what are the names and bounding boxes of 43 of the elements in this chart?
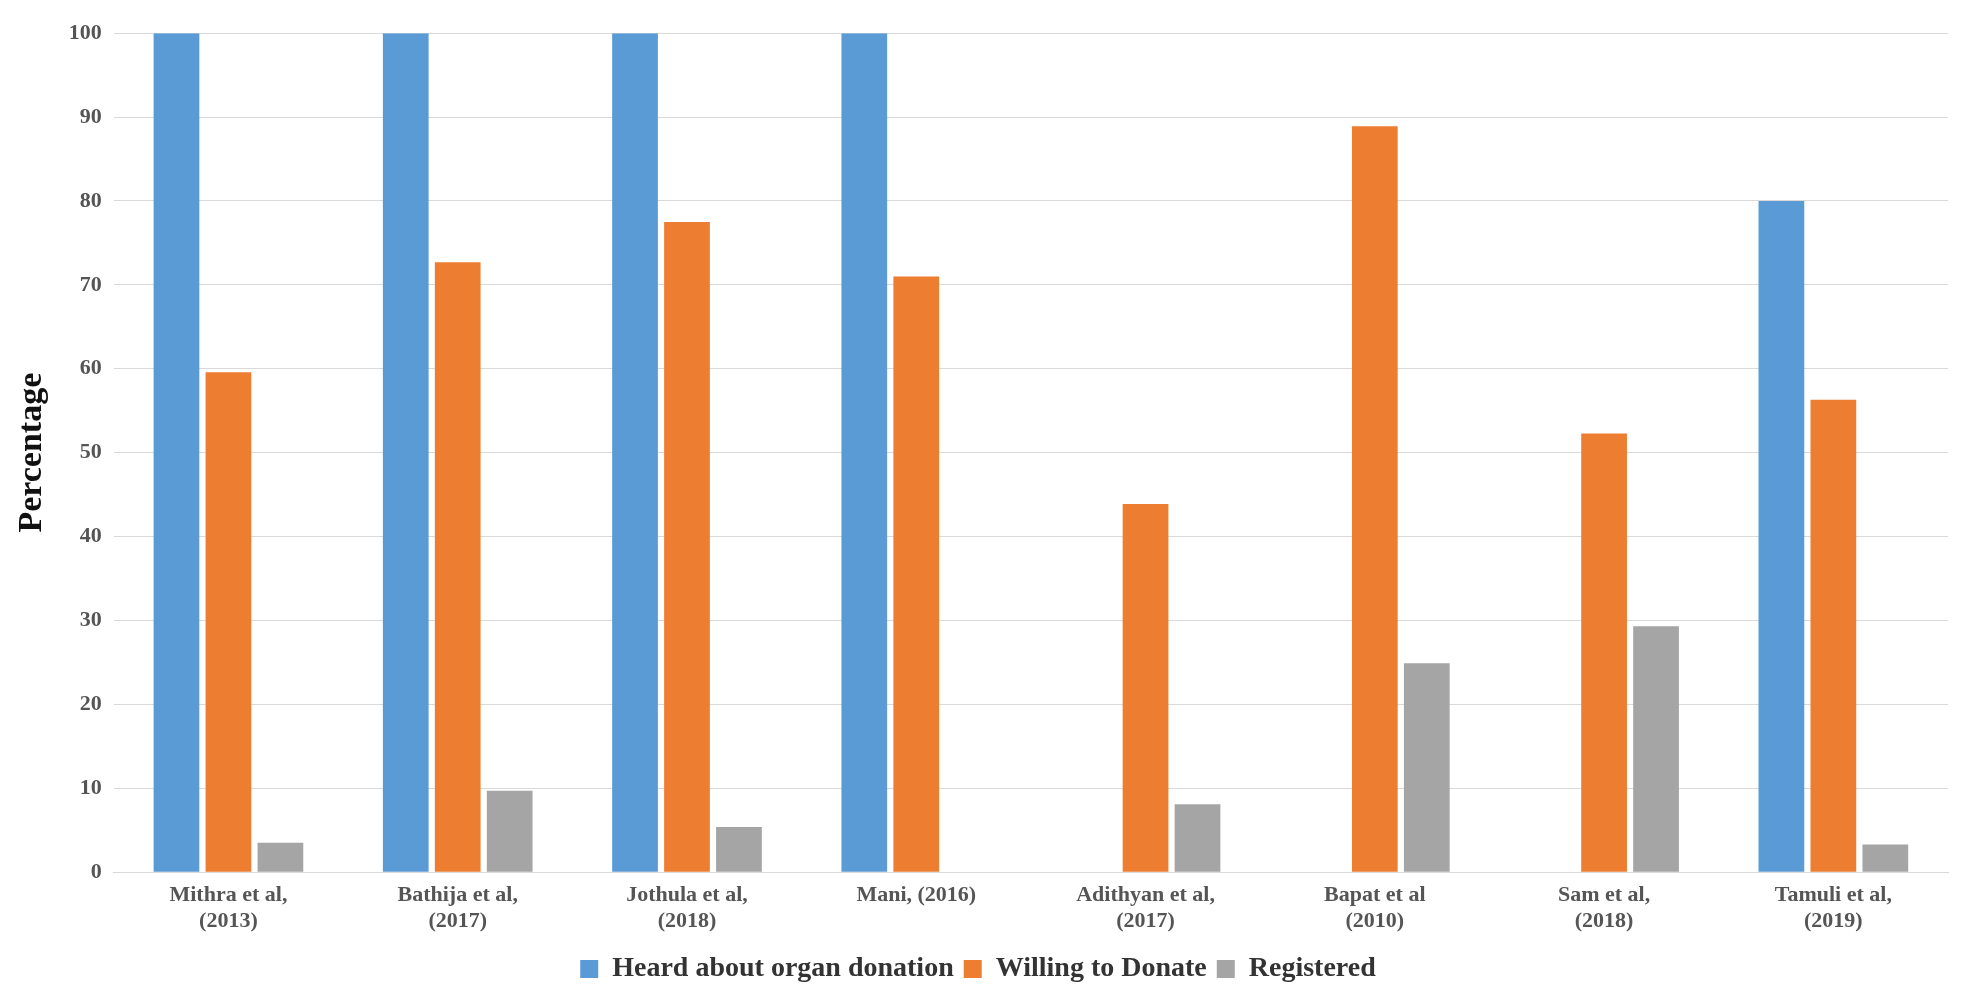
bar: [1581, 433, 1627, 872]
x-tick-label: Bathija et al, (2017): [397, 881, 518, 933]
y-tick-label: 20: [79, 690, 102, 716]
x-tick-label: Sam et al, (2018): [1557, 881, 1651, 933]
y-tick-label: 40: [79, 522, 102, 548]
bar: [486, 790, 533, 872]
bar: [1122, 503, 1169, 872]
y-tick-label: 50: [79, 438, 102, 464]
y-tick-label: 60: [79, 354, 102, 380]
bar: [1351, 126, 1398, 872]
x-tick-label: Mithra et al, (2013): [169, 881, 288, 933]
x-tick-label: Mani, (2016): [856, 881, 977, 907]
bar: [1633, 626, 1679, 872]
x-tick-label: Adithyan et al, (2017): [1076, 881, 1215, 933]
bar: [205, 372, 252, 872]
bar: [382, 33, 429, 872]
bar: [1403, 663, 1450, 872]
bar: [1862, 844, 1909, 872]
y-axis-title: Percentage: [11, 372, 49, 533]
y-tick-label: 10: [79, 773, 102, 799]
bar: [841, 33, 888, 872]
bar: [153, 33, 200, 872]
bar: [664, 221, 710, 872]
x-tick-label: Tamuli et al, (2019): [1774, 881, 1892, 933]
y-tick-label: 70: [79, 270, 102, 296]
x-tick-label: Jothula et al, (2018): [626, 881, 748, 933]
y-tick-label: 80: [79, 186, 102, 212]
legend-label: Registered: [1248, 951, 1377, 983]
bar: [1174, 804, 1221, 872]
bar: [612, 33, 658, 872]
y-tick-label: 0: [90, 857, 102, 883]
legend-label: Willing to Donate: [995, 951, 1207, 983]
bar: [434, 262, 481, 872]
bar: [716, 826, 762, 872]
y-tick-label: 90: [79, 102, 102, 128]
y-tick-label: 100: [68, 18, 102, 44]
y-tick-label: 30: [79, 606, 102, 632]
bar: [1810, 399, 1857, 872]
legend-label: Heard about organ donation: [612, 951, 955, 983]
bar: [893, 276, 940, 872]
bar: [1758, 201, 1805, 872]
x-tick-label: Bapat et al (2010): [1324, 881, 1426, 933]
bar: [257, 842, 304, 872]
